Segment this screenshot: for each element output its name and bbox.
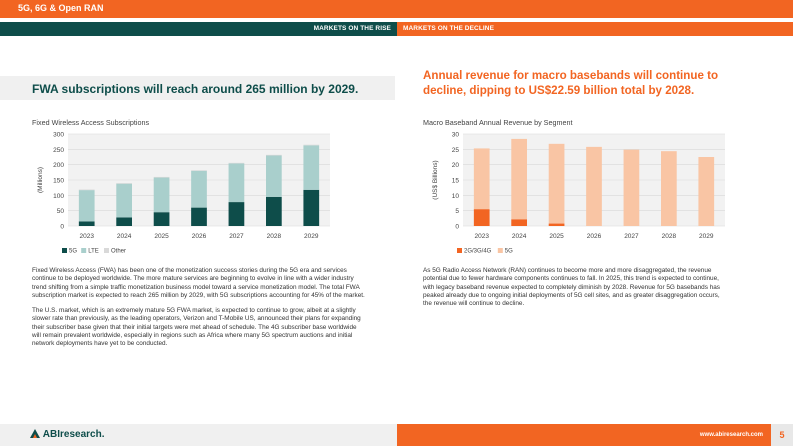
y-axis-label: (US$ Billions) xyxy=(432,160,439,199)
x-tick-label: 2029 xyxy=(699,233,714,240)
left-headline-band: FWA subscriptions will reach around 265 … xyxy=(0,76,395,100)
fwa-subscriptions-chart: 0 50 100 150 200 250 300 (Millions) 2023 2024 2025… xyxy=(37,132,330,255)
legend-label: 2G/3G/4G xyxy=(464,249,492,255)
footer-left: ABIresearch. xyxy=(0,424,397,446)
left-paragraph-1: Fixed Wireless Access (FWA) has been one… xyxy=(32,267,365,299)
y-tick-label: 20 xyxy=(452,162,460,169)
right-body: As 5G Radio Access Network (RAN) continu… xyxy=(423,267,728,315)
bar-other-2028 xyxy=(265,154,282,156)
left-headline: FWA subscriptions will reach around 265 … xyxy=(32,82,359,96)
bar-5g-2029 xyxy=(698,157,715,226)
x-tick-label: 2024 xyxy=(117,233,132,240)
logo-mark-icon xyxy=(30,429,40,438)
bar-5g-2028 xyxy=(265,196,282,226)
bar-lte-2027 xyxy=(228,163,245,203)
bar-other-2024 xyxy=(116,183,133,184)
bar-lte-2025 xyxy=(153,177,170,213)
section-bar-decline: MARKETS ON THE DECLINE xyxy=(397,22,793,36)
y-tick-label: 50 xyxy=(57,208,65,215)
right-paragraph-1: As 5G Radio Access Network (RAN) continu… xyxy=(423,267,720,308)
bar-other-2026 xyxy=(191,170,207,171)
bar-5g-2024 xyxy=(511,138,528,220)
bar-other-2025 xyxy=(153,176,170,178)
bar-lte-2023 xyxy=(78,190,95,222)
fwa-chart-title: Fixed Wireless Access Subscriptions xyxy=(32,118,150,127)
y-tick-label: 200 xyxy=(53,162,64,169)
x-tick-label: 2026 xyxy=(192,233,207,240)
bar-5g-2026 xyxy=(191,207,207,226)
left-paragraph-2: The U.S. market, which is an extremely m… xyxy=(32,307,361,348)
section-bar-rise: MARKETS ON THE RISE xyxy=(0,22,397,36)
bar-5g-2026 xyxy=(586,146,602,226)
bar-2g-3g-4g-2025 xyxy=(548,223,565,226)
y-tick-label: 300 xyxy=(53,132,64,139)
bar-other-2029 xyxy=(303,144,320,146)
top-bar: 5G, 6G & Open RAN xyxy=(0,0,793,18)
y-tick-label: 100 xyxy=(53,193,64,200)
y-tick-label: 10 xyxy=(452,193,460,200)
bar-2g-3g-4g-2023 xyxy=(473,209,490,226)
bar-other-2027 xyxy=(228,162,245,164)
x-tick-label: 2026 xyxy=(587,233,602,240)
x-tick-label: 2023 xyxy=(474,233,489,240)
bar-2g-3g-4g-2024 xyxy=(511,219,528,226)
abi-logo: ABIresearch. xyxy=(30,429,104,440)
bar-lte-2028 xyxy=(265,155,282,197)
bar-5g-2027 xyxy=(623,149,640,226)
legend-label: Other xyxy=(111,249,126,255)
y-tick-label: 0 xyxy=(455,224,459,231)
bar-5g-2023 xyxy=(473,148,490,210)
y-tick-label: 150 xyxy=(53,178,64,185)
x-tick-label: 2025 xyxy=(154,233,169,240)
y-tick-label: 30 xyxy=(452,132,460,139)
website-link[interactable]: www.abiresearch.com xyxy=(699,432,763,438)
y-axis-label: (Millions) xyxy=(37,167,44,193)
markets-on-the-rise-label: MARKETS ON THE RISE xyxy=(313,25,391,32)
bar-lte-2026 xyxy=(191,170,207,208)
bar-5g-2025 xyxy=(548,143,565,224)
x-tick-label: 2024 xyxy=(512,233,527,240)
y-tick-label: 250 xyxy=(53,147,64,154)
bar-5g-2028 xyxy=(660,151,677,226)
bar-5g-2023 xyxy=(78,221,95,226)
footer-right: www.abiresearch.com 5 xyxy=(397,424,793,446)
left-body: Fixed Wireless Access (FWA) has been one… xyxy=(32,267,367,356)
legend-swatch xyxy=(104,248,109,253)
legend-swatch xyxy=(81,248,87,253)
x-tick-label: 2025 xyxy=(549,233,564,240)
y-tick-label: 15 xyxy=(452,178,460,185)
bar-5g-2029 xyxy=(303,189,320,226)
bar-lte-2024 xyxy=(116,183,133,218)
x-tick-label: 2028 xyxy=(267,233,282,240)
legend-label: 5G xyxy=(505,249,513,255)
y-tick-label: 5 xyxy=(455,208,459,215)
page-number: 5 xyxy=(771,424,793,446)
legend-label: 5G xyxy=(69,249,77,255)
bar-other-2023 xyxy=(78,189,95,191)
x-tick-label: 2023 xyxy=(79,233,94,240)
logo-text: ABIresearch. xyxy=(42,429,105,440)
bar-5g-2027 xyxy=(228,202,245,226)
legend-swatch xyxy=(497,248,503,253)
x-tick-label: 2028 xyxy=(662,233,677,240)
x-tick-label: 2027 xyxy=(624,233,639,240)
bar-5g-2025 xyxy=(153,212,170,226)
x-tick-label: 2027 xyxy=(229,233,244,240)
y-tick-label: 25 xyxy=(452,147,460,154)
y-tick-label: 0 xyxy=(60,224,64,231)
right-headline-block: Annual revenue for macro basebands will … xyxy=(423,68,763,98)
bar-5g-2024 xyxy=(116,217,133,226)
markets-on-the-decline-label: MARKETS ON THE DECLINE xyxy=(403,25,495,32)
x-tick-label: 2029 xyxy=(304,233,319,240)
legend-swatch xyxy=(457,248,462,253)
report-title: 5G, 6G & Open RAN xyxy=(18,3,104,13)
bar-lte-2029 xyxy=(303,145,320,190)
legend-label: LTE xyxy=(88,249,99,255)
baseband-chart-title: Macro Baseband Annual Revenue by Segment xyxy=(423,118,573,127)
right-headline: Annual revenue for macro basebands will … xyxy=(423,69,719,97)
legend-swatch xyxy=(62,248,67,253)
